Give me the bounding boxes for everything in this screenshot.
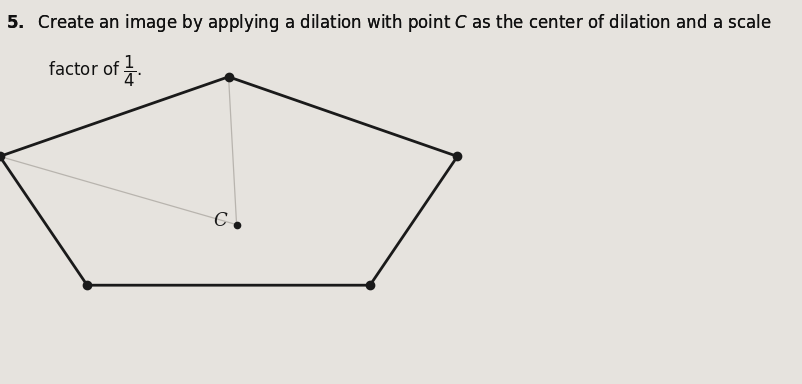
Text: C: C <box>213 212 227 230</box>
Text: $\mathbf{5.}$  Create an image by applying a dilation with point $\it{C}$ as the: $\mathbf{5.}$ Create an image by applyin… <box>6 12 772 33</box>
Text: $\mathbf{5.}$  Create an image by applying a dilation with point $\it{C}$ as the: $\mathbf{5.}$ Create an image by applyin… <box>6 12 772 89</box>
